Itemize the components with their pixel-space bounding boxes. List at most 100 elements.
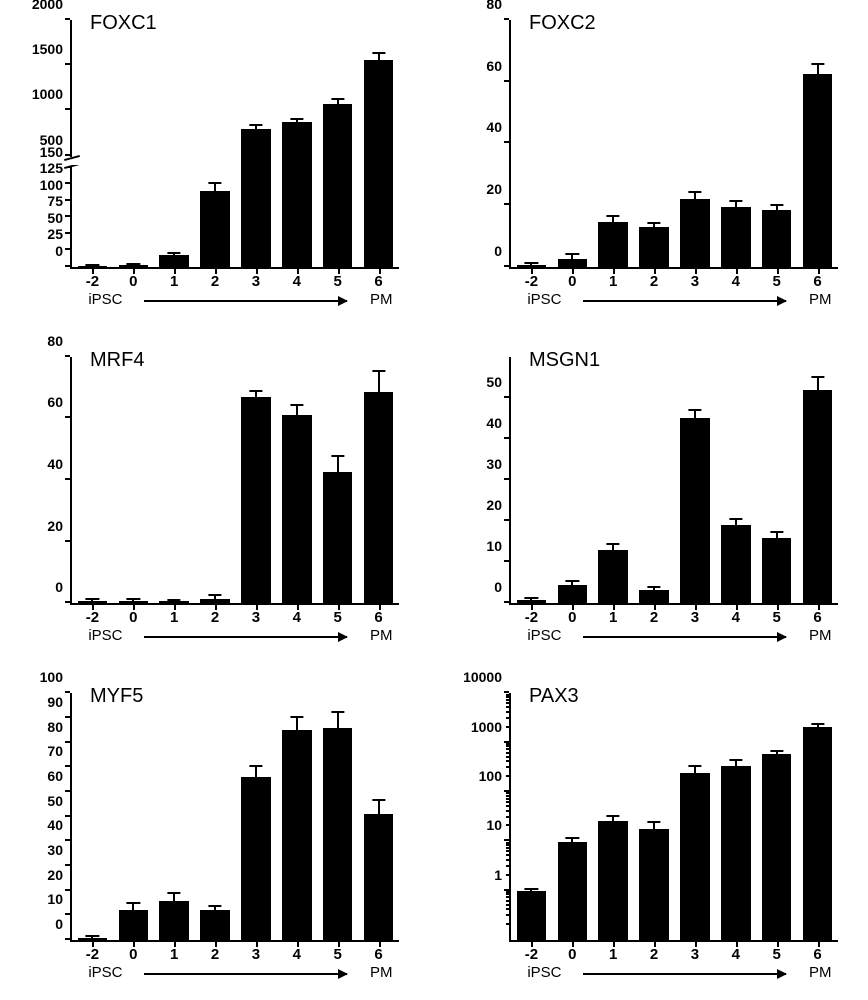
y-minor-tick [506, 801, 509, 803]
bar [517, 891, 546, 940]
bar [241, 129, 270, 267]
y-tick-label: 50 [47, 210, 63, 226]
x-tick-label: 5 [773, 609, 781, 626]
y-minor-tick [506, 805, 509, 807]
x-anno-right-label: PM [809, 627, 832, 644]
y-tick [65, 839, 70, 841]
error-cap [688, 191, 701, 193]
bar [159, 901, 188, 940]
y-tick [504, 437, 509, 439]
error-cap [729, 200, 742, 202]
y-minor-tick [506, 756, 509, 758]
y-tick [65, 248, 70, 250]
y-minor-tick [506, 816, 509, 818]
x-tick-label: -2 [525, 946, 538, 963]
y-tick-label: 40 [486, 119, 502, 135]
error-cap [688, 409, 701, 411]
y-tick-label: 90 [47, 694, 63, 710]
x-anno-arrow [583, 636, 786, 638]
plot-area: 110100100010000-20123456iPSCPM [509, 693, 838, 942]
y-tick-label: 40 [486, 415, 502, 431]
x-tick-label: 1 [609, 946, 617, 963]
error-cap [525, 262, 538, 264]
error-bar [776, 752, 778, 754]
y-tick-label: 0 [55, 243, 63, 259]
y-minor-tick [506, 908, 509, 910]
x-anno-arrow [144, 636, 347, 638]
bar [364, 814, 393, 940]
error-bar [530, 890, 532, 891]
error-bar [571, 582, 573, 585]
y-tick [504, 80, 509, 82]
x-anno-left-label: iPSC [88, 627, 122, 644]
error-cap [86, 935, 99, 937]
x-tick-label: 4 [293, 609, 301, 626]
y-tick [65, 215, 70, 217]
x-tick-label: 4 [732, 273, 740, 290]
y-tick [65, 889, 70, 891]
bar [680, 418, 709, 603]
error-bar [337, 713, 339, 728]
error-bar [694, 193, 696, 199]
bar [200, 910, 229, 940]
y-tick [65, 741, 70, 743]
bar [78, 601, 107, 603]
y-tick-label: 30 [47, 842, 63, 858]
error-bar [296, 120, 298, 122]
y-minor-tick [506, 798, 509, 800]
plot-area: 020406080-20123456iPSCPM [70, 357, 399, 606]
y-tick-label: 20 [47, 518, 63, 534]
bar [803, 390, 832, 604]
bar [159, 255, 188, 266]
y-tick-label: 40 [47, 817, 63, 833]
error-bar [296, 406, 298, 415]
bar [364, 60, 393, 267]
error-cap [331, 711, 344, 713]
bar [323, 728, 352, 940]
y-minor-tick [506, 745, 509, 747]
plot-area: 01020304050-20123456iPSCPM [509, 357, 838, 606]
error-bar [173, 254, 175, 256]
bar [721, 525, 750, 603]
x-axis-annotation: iPSCPM [511, 627, 838, 649]
y-minor-tick [506, 752, 509, 754]
x-tick-label: 2 [650, 946, 658, 963]
y-tick [65, 478, 70, 480]
error-cap [729, 518, 742, 520]
error-bar [91, 937, 93, 938]
error-cap [811, 723, 824, 725]
y-minor-tick [506, 694, 509, 696]
error-cap [168, 892, 181, 894]
error-bar [132, 265, 134, 266]
y-minor-tick [506, 748, 509, 750]
error-cap [249, 124, 262, 126]
error-bar [132, 600, 134, 601]
error-cap [647, 821, 660, 823]
error-cap [86, 598, 99, 600]
y-tick [65, 540, 70, 542]
y-tick [65, 108, 70, 110]
y-tick [65, 765, 70, 767]
y-minor-tick [506, 766, 509, 768]
bar [200, 191, 229, 267]
x-tick-label: 0 [568, 273, 576, 290]
y-tick [65, 63, 70, 65]
y-tick-label: 100 [40, 669, 63, 685]
error-bar [817, 65, 819, 74]
error-bar [735, 761, 737, 766]
error-bar [132, 904, 134, 910]
x-tick-label: -2 [86, 273, 99, 290]
bar [282, 122, 311, 266]
x-tick-label: 1 [170, 946, 178, 963]
y-tick [504, 601, 509, 603]
y-minor-tick [506, 792, 509, 794]
y-minor-tick [506, 726, 509, 728]
bar [517, 265, 546, 267]
x-anno-right-label: PM [809, 964, 832, 981]
y-tick [65, 938, 70, 940]
y-minor-tick [506, 874, 509, 876]
error-cap [811, 63, 824, 65]
y-tick-label: 30 [486, 456, 502, 472]
y-tick-label: 80 [47, 333, 63, 349]
bar [639, 829, 668, 940]
